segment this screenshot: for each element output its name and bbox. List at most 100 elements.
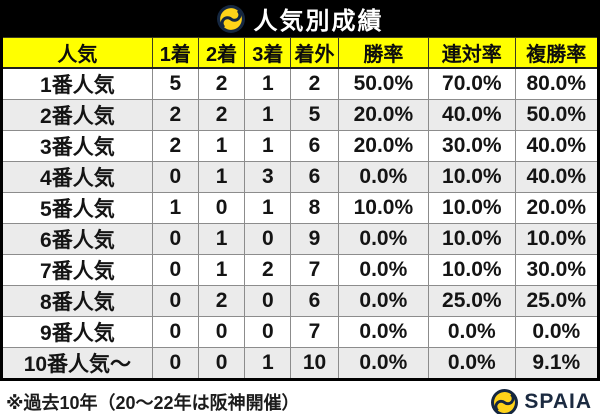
col-header-quinella-rate: 連対率 — [428, 37, 516, 69]
table-cell: 2 — [197, 67, 246, 100]
table-cell: 25.0% — [514, 285, 600, 317]
table-cell: 2 — [151, 99, 199, 131]
col-header-win-rate: 勝率 — [337, 37, 430, 69]
row-label: 2番人気 — [1, 99, 153, 131]
table-cell: 30.0% — [428, 130, 516, 162]
table-cell: 50.0% — [337, 67, 430, 100]
table-cell: 1 — [197, 161, 246, 193]
table-body: 1番人気 5 2 1 2 50.0% 70.0% 80.0% 2番人気 2 2 1 5 20.0% 40.0… — [1, 67, 600, 380]
table-cell: 0 — [151, 316, 199, 348]
table-cell: 2 — [290, 67, 339, 100]
table-cell: 0.0% — [337, 285, 430, 317]
row-label: 9番人気 — [1, 316, 153, 348]
table-cell: 0.0% — [337, 316, 430, 348]
table-cell: 0.0% — [428, 316, 516, 348]
col-header-show-rate: 複勝率 — [514, 37, 600, 69]
table-cell: 6 — [290, 161, 339, 193]
table-cell: 0.0% — [337, 223, 430, 255]
table-cell: 2 — [197, 99, 246, 131]
table-cell: 1 — [244, 67, 292, 100]
col-header-2nd: 2着 — [197, 37, 246, 69]
table-cell: 30.0% — [514, 254, 600, 286]
table-cell: 8 — [290, 192, 339, 224]
table-cell: 20.0% — [514, 192, 600, 224]
table-cell: 1 — [197, 223, 246, 255]
spaia-logo-icon — [491, 388, 519, 414]
table-cell: 20.0% — [337, 130, 430, 162]
table-cell: 40.0% — [428, 99, 516, 131]
table-cell: 7 — [290, 316, 339, 348]
table-cell: 0.0% — [337, 254, 430, 286]
table-row: 7番人気 0 1 2 7 0.0% 10.0% 30.0% — [1, 254, 600, 286]
table-cell: 0 — [244, 285, 292, 317]
table-cell: 40.0% — [514, 130, 600, 162]
table-cell: 1 — [151, 192, 199, 224]
table-row: 2番人気 2 2 1 5 20.0% 40.0% 50.0% — [1, 99, 600, 131]
table-cell: 0 — [151, 347, 199, 380]
table-cell: 1 — [244, 99, 292, 131]
row-label: 1番人気 — [1, 67, 153, 100]
row-label: 10番人気～ — [1, 347, 153, 380]
table-cell: 5 — [290, 99, 339, 131]
table-cell: 1 — [197, 254, 246, 286]
table-cell: 40.0% — [514, 161, 600, 193]
table-cell: 0 — [244, 223, 292, 255]
table-cell: 5 — [151, 67, 199, 100]
table-cell: 10 — [290, 347, 339, 380]
table-row: 6番人気 0 1 0 9 0.0% 10.0% 10.0% — [1, 223, 600, 255]
table-cell: 9.1% — [514, 347, 600, 380]
table-cell: 80.0% — [514, 67, 600, 100]
table-cell: 2 — [244, 254, 292, 286]
table-cell: 10.0% — [337, 192, 430, 224]
table-cell: 20.0% — [337, 99, 430, 131]
table-cell: 10.0% — [514, 223, 600, 255]
table-cell: 0 — [151, 223, 199, 255]
table-cell: 0 — [151, 254, 199, 286]
table-row: 4番人気 0 1 3 6 0.0% 10.0% 40.0% — [1, 161, 600, 193]
table-cell: 10.0% — [428, 192, 516, 224]
row-label: 5番人気 — [1, 192, 153, 224]
table-cell: 0 — [151, 161, 199, 193]
row-label: 6番人気 — [1, 223, 153, 255]
col-header-1st: 1着 — [151, 37, 199, 69]
table-cell: 6 — [290, 285, 339, 317]
table-header-row: 人気 1着 2着 3着 着外 勝率 連対率 複勝率 — [1, 37, 600, 69]
table-cell: 0 — [151, 285, 199, 317]
table-cell: 10.0% — [428, 223, 516, 255]
col-header-3rd: 3着 — [244, 37, 292, 69]
table-row: 9番人気 0 0 0 7 0.0% 0.0% 0.0% — [1, 316, 600, 348]
page-title: 人気別成績 — [253, 8, 384, 35]
spaia-logo-icon — [216, 4, 245, 33]
table-cell: 25.0% — [428, 285, 516, 317]
row-label: 7番人気 — [1, 254, 153, 286]
table-cell: 0 — [197, 192, 246, 224]
col-header-popularity: 人気 — [1, 37, 153, 69]
footer: ※過去10年（20～22年は阪神開催） SPAIA — [0, 381, 600, 414]
table-cell: 1 — [244, 130, 292, 162]
table-row: 5番人気 1 0 1 8 10.0% 10.0% 20.0% — [1, 192, 600, 224]
table-row: 3番人気 2 1 1 6 20.0% 30.0% 40.0% — [1, 130, 600, 162]
results-table: 人気 1着 2着 3着 着外 勝率 連対率 複勝率 1番人気 5 2 1 2 50.0% 7… — [0, 37, 600, 381]
table-cell: 1 — [197, 130, 246, 162]
title-bar: 人気別成績 — [0, 0, 600, 37]
table-cell: 1 — [244, 347, 292, 380]
row-label: 3番人気 — [1, 130, 153, 162]
table-cell: 9 — [290, 223, 339, 255]
table-cell: 2 — [151, 130, 199, 162]
table-row: 8番人気 0 2 0 6 0.0% 25.0% 25.0% — [1, 285, 600, 317]
table-cell: 70.0% — [428, 67, 516, 100]
table-row: 10番人気～ 0 0 1 10 0.0% 0.0% 9.1% — [1, 347, 600, 380]
table-row: 1番人気 5 2 1 2 50.0% 70.0% 80.0% — [1, 67, 600, 100]
table-cell: 0.0% — [337, 161, 430, 193]
table-cell: 1 — [244, 192, 292, 224]
table-cell: 0 — [244, 316, 292, 348]
row-label: 8番人気 — [1, 285, 153, 317]
spaia-brand: SPAIA — [491, 388, 592, 414]
table-cell: 6 — [290, 130, 339, 162]
table-cell: 0 — [197, 316, 246, 348]
table-cell: 3 — [244, 161, 292, 193]
table-cell: 0 — [197, 347, 246, 380]
footnote: ※過去10年（20～22年は阪神開催） — [6, 393, 300, 413]
col-header-unplaced: 着外 — [290, 37, 339, 69]
